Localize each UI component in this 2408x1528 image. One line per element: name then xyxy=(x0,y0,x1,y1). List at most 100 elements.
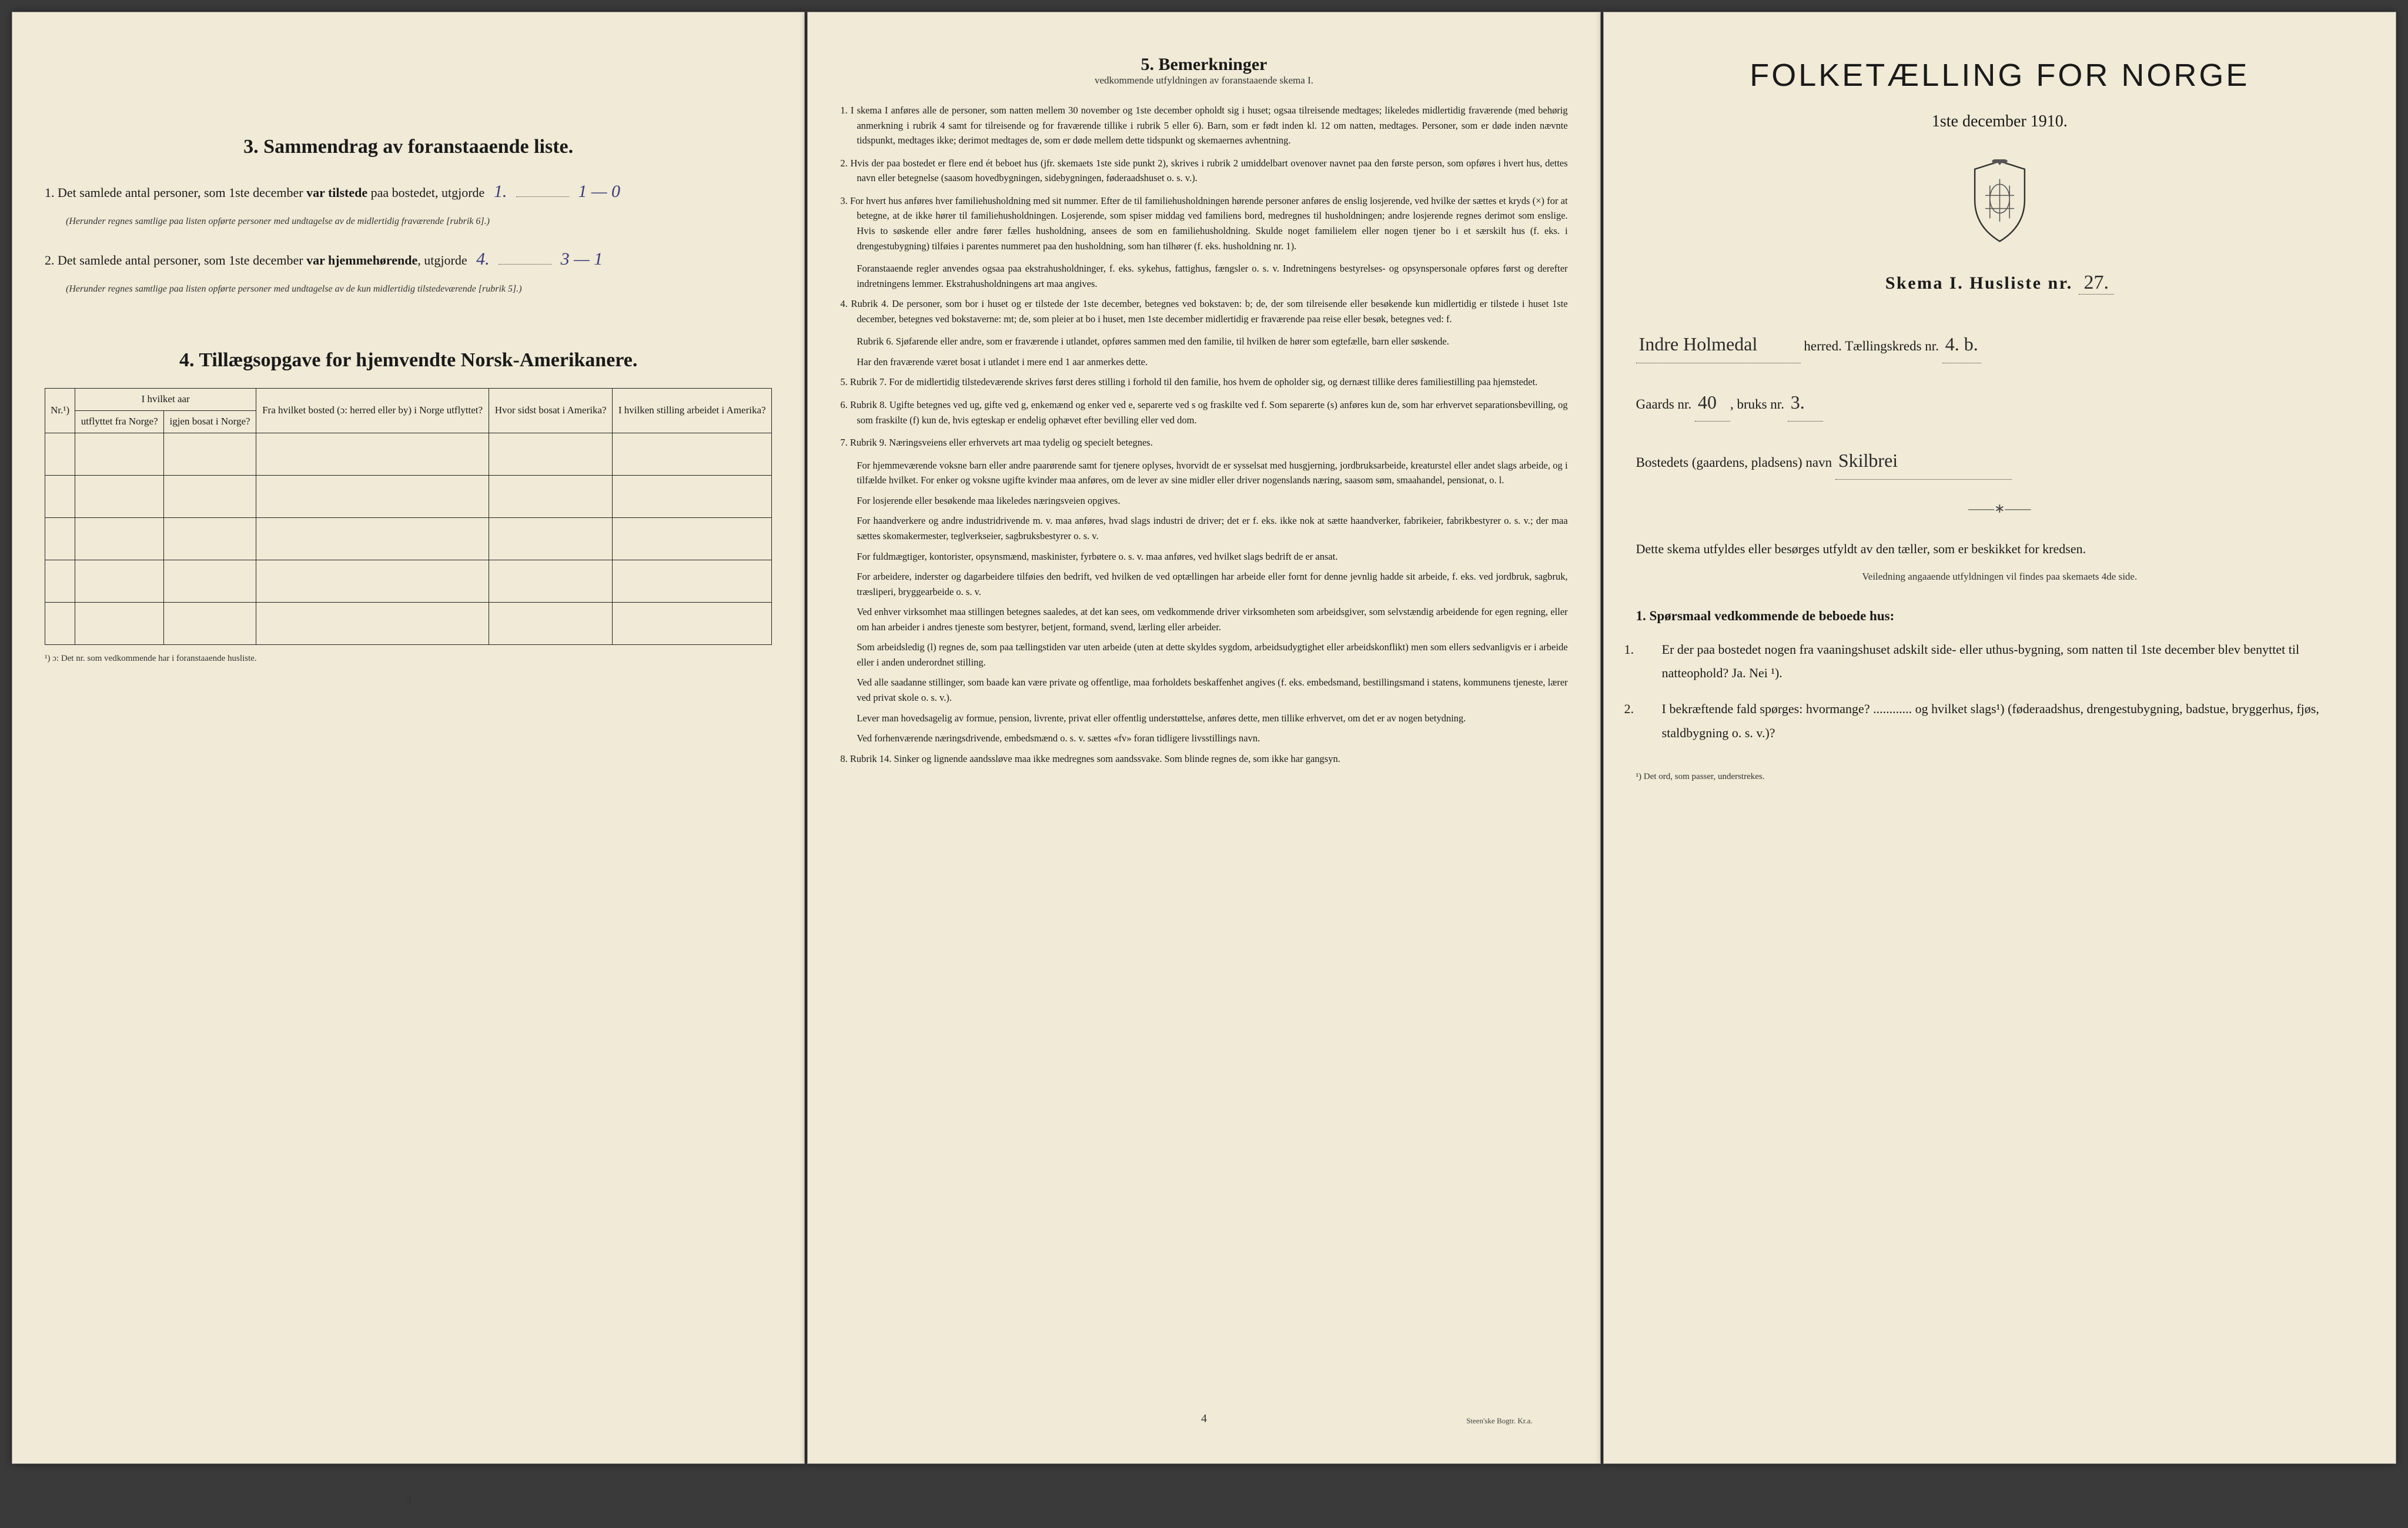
remark-sub: Ved alle saadanne stillinger, som baade … xyxy=(840,675,1567,705)
item1-bold: var tilstede xyxy=(306,185,367,200)
skema-line: Skema I. Husliste nr. 27. xyxy=(1636,272,2363,295)
item2-bold: var hjemmehørende xyxy=(306,253,417,268)
question-1: 1.Er der paa bostedet nogen fra vaanings… xyxy=(1636,638,2363,686)
table-cell xyxy=(45,433,75,476)
crest-icon xyxy=(1966,159,2034,245)
table-cell xyxy=(45,560,75,603)
table-cell xyxy=(164,603,256,645)
kreds-number: 4. b. xyxy=(1942,325,1981,363)
remark-sub: For hjemmeværende voksne barn eller andr… xyxy=(840,458,1567,488)
remarks-container: 1. I skema I anføres alle de personer, s… xyxy=(840,103,1567,766)
table-cell xyxy=(164,433,256,476)
item2-note: (Herunder regnes samtlige paa listen opf… xyxy=(66,282,772,297)
table-cell xyxy=(164,560,256,603)
gaard-prefix: Gaards nr. xyxy=(1636,397,1695,412)
table-cell xyxy=(256,560,489,603)
table-cell xyxy=(256,518,489,560)
q2-text: I bekræftende fald spørges: hvormange? .… xyxy=(1662,701,2319,740)
herred-name: Indre Holmedal xyxy=(1636,325,1801,363)
item1-prefix: 1. Det samlede antal personer, som 1ste … xyxy=(45,185,306,200)
left-footnote: ¹) ɔ: Det nr. som vedkommende har i fora… xyxy=(45,654,772,664)
item1-note-text: (Herunder regnes samtlige paa listen opf… xyxy=(66,216,490,226)
q1-text: Er der paa bostedet nogen fra vaaningshu… xyxy=(1662,642,2299,681)
sub-date: 1ste december 1910. xyxy=(1636,112,2363,131)
page-center: 5. Bemerkninger vedkommende utfyldningen… xyxy=(807,12,1600,1464)
table-cell xyxy=(489,518,613,560)
item1-note: (Herunder regnes samtlige paa listen opf… xyxy=(66,214,772,229)
item1-hand2: 1 — 0 xyxy=(572,182,626,201)
section-5-subtitle: vedkommende utfyldningen av foranstaaend… xyxy=(840,75,1567,86)
bruks-prefix: , bruks nr. xyxy=(1730,397,1788,412)
th-emigrated: utflyttet fra Norge? xyxy=(75,411,164,433)
right-footnote: ¹) Det ord, som passer, understrekes. xyxy=(1636,772,2363,782)
bosted-line: Bostedets (gaardens, pladsens) navn Skil… xyxy=(1636,442,2363,480)
th-returned: igjen bosat i Norge? xyxy=(164,411,256,433)
remark-sub: Foranstaaende regler anvendes ogsaa paa … xyxy=(840,261,1567,291)
th-year: I hvilket aar xyxy=(75,389,256,411)
item2-note-text: (Herunder regnes samtlige paa listen opf… xyxy=(66,284,522,294)
table-cell xyxy=(75,560,164,603)
page-number-4: 4 xyxy=(1201,1412,1207,1426)
question-heading: 1. Spørsmaal vedkommende de beboede hus: xyxy=(1636,608,2363,624)
item2-suffix: , utgjorde xyxy=(417,253,470,268)
herred-line: Indre Holmedal herred. Tællingskreds nr.… xyxy=(1636,325,2363,363)
table-cell xyxy=(45,518,75,560)
table-cell xyxy=(164,476,256,518)
remark: 8. Rubrik 14. Sinker og lignende aandssl… xyxy=(840,751,1567,767)
skema-number: 27. xyxy=(2079,272,2114,295)
bosted-name: Skilbrei xyxy=(1835,442,2012,480)
th-where: Hvor sidst bosat i Amerika? xyxy=(489,389,613,433)
table-cell xyxy=(75,433,164,476)
item1-suffix: paa bostedet, utgjorde xyxy=(367,185,488,200)
bosted-prefix: Bostedets (gaardens, pladsens) navn xyxy=(1636,455,1835,470)
table-cell xyxy=(256,603,489,645)
ornament-divider: ――∗―― xyxy=(1636,501,2363,516)
page-right-inner: FOLKETÆLLING FOR NORGE 1ste december 191… xyxy=(1636,57,2363,1449)
remark: 6. Rubrik 8. Ugifte betegnes ved ug, gif… xyxy=(840,397,1567,427)
coat-of-arms xyxy=(1636,159,2363,245)
page-center-inner: 5. Bemerkninger vedkommende utfyldningen… xyxy=(840,55,1567,1447)
table-cell xyxy=(489,603,613,645)
th-nr: Nr.¹) xyxy=(45,389,75,433)
remark: 1. I skema I anføres alle de personer, s… xyxy=(840,103,1567,148)
remark: 4. Rubrik 4. De personer, som bor i huse… xyxy=(840,296,1567,326)
th-position: I hvilken stilling arbeidet i Amerika? xyxy=(613,389,772,433)
remark-sub: For haandverkere og andre industridriven… xyxy=(840,513,1567,543)
table-cell xyxy=(256,476,489,518)
question-2: 2.I bekræftende fald spørges: hvormange?… xyxy=(1636,697,2363,745)
gaard-number: 40 xyxy=(1695,383,1730,422)
table-cell xyxy=(164,518,256,560)
remark: 5. Rubrik 7. For de midlertidig tilstede… xyxy=(840,375,1567,390)
remark-sub: For arbeidere, inderster og dagarbeidere… xyxy=(840,569,1567,599)
table-row xyxy=(45,476,772,518)
skema-label: Skema I. Husliste nr. xyxy=(1885,273,2073,293)
america-table: Nr.¹) I hvilket aar Fra hvilket bosted (… xyxy=(45,388,772,645)
table-body xyxy=(45,433,772,645)
document-wrapper: 3. Sammendrag av foranstaaende liste. 1.… xyxy=(12,12,2396,1464)
page-number-3: 3 xyxy=(406,1493,412,1507)
gaard-line: Gaards nr. 40, bruks nr. 3. xyxy=(1636,383,2363,422)
table-cell xyxy=(613,476,772,518)
page-left-inner: 3. Sammendrag av foranstaaende liste. 1.… xyxy=(45,136,772,1528)
page-right: FOLKETÆLLING FOR NORGE 1ste december 191… xyxy=(1603,12,2396,1464)
remark-sub: Som arbeidsledig (l) regnes de, som paa … xyxy=(840,640,1567,670)
herred-suffix: herred. Tællingskreds nr. xyxy=(1801,339,1942,353)
section-5-title: 5. Bemerkninger xyxy=(840,55,1567,75)
table-row xyxy=(45,433,772,476)
remark-sub: Lever man hovedsagelig av formue, pensio… xyxy=(840,711,1567,726)
summary-item-1: 1. Det samlede antal personer, som 1ste … xyxy=(45,175,772,208)
page-left: 3. Sammendrag av foranstaaende liste. 1.… xyxy=(12,12,805,1464)
remark-sub: For losjerende eller besøkende maa likel… xyxy=(840,493,1567,509)
table-cell xyxy=(75,476,164,518)
table-cell xyxy=(45,476,75,518)
remark: 3. For hvert hus anføres hver familiehus… xyxy=(840,193,1567,253)
table-cell xyxy=(613,603,772,645)
q2-num: 2. xyxy=(1643,697,1662,721)
remark-sub: Ved enhver virksomhet maa stillingen bet… xyxy=(840,604,1567,634)
remark: 7. Rubrik 9. Næringsveiens eller erhverv… xyxy=(840,435,1567,450)
table-row xyxy=(45,518,772,560)
item2-hand1: 4. xyxy=(470,249,496,269)
table-cell xyxy=(489,560,613,603)
printer-mark: Steen'ske Bogtr. Kr.a. xyxy=(1466,1416,1532,1426)
remark: 2. Hvis der paa bostedet er flere end ét… xyxy=(840,156,1567,186)
